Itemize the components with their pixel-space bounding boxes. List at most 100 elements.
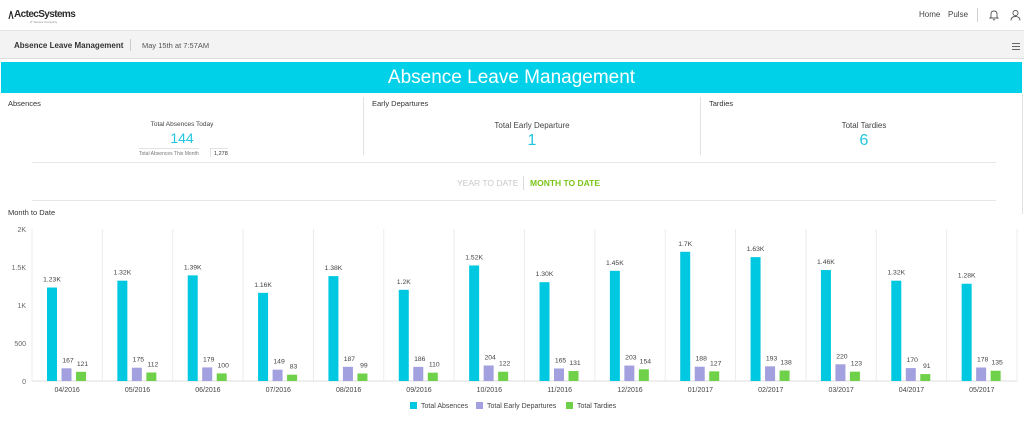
bar-total-absences bbox=[609, 270, 620, 381]
data-label: 83 bbox=[290, 364, 298, 371]
bar-total-tardies bbox=[357, 373, 368, 381]
legend-label: Total Tardies bbox=[577, 403, 617, 410]
bar-total-absences bbox=[750, 257, 761, 381]
data-label: 203 bbox=[625, 355, 637, 362]
data-label: 167 bbox=[62, 357, 74, 364]
tardies-panel: Tardies bbox=[701, 94, 1022, 160]
bar-total-absences bbox=[258, 292, 269, 381]
y-tick-label: 500 bbox=[14, 341, 26, 348]
x-tick-label: 11/2016 bbox=[547, 387, 572, 394]
legend-label: Total Early Departures bbox=[487, 403, 557, 410]
data-label: 186 bbox=[414, 356, 426, 363]
bar-total-early-departures bbox=[554, 368, 564, 381]
dashboard-timestamp: May 15th at 7:57AM bbox=[142, 41, 210, 50]
hamburger-menu-icon[interactable] bbox=[1012, 43, 1020, 50]
bar-total-tardies bbox=[427, 372, 438, 381]
data-label: 138 bbox=[780, 360, 792, 367]
nav-pulse-link[interactable]: Pulse bbox=[948, 10, 969, 19]
bell-icon[interactable] bbox=[989, 9, 999, 21]
logo-mark-icon bbox=[8, 10, 14, 20]
bar-total-absences bbox=[820, 270, 831, 381]
bar-total-early-departures bbox=[413, 366, 424, 381]
bar-total-tardies bbox=[990, 370, 1001, 381]
data-label: 178 bbox=[977, 356, 989, 363]
bar-total-early-departures bbox=[905, 368, 916, 381]
bar-total-tardies bbox=[146, 372, 157, 381]
data-label: 187 bbox=[344, 356, 356, 363]
bar-total-early-departures bbox=[131, 367, 142, 381]
data-label: 122 bbox=[499, 361, 511, 368]
data-label: 100 bbox=[218, 362, 230, 369]
early-departure-value: 1 bbox=[527, 132, 537, 149]
x-tick-label: 09/2016 bbox=[406, 387, 431, 394]
x-tick-label: 04/2016 bbox=[55, 387, 80, 394]
page-banner: Absence Leave Management bbox=[1, 62, 1022, 93]
bar-total-absences bbox=[398, 289, 409, 381]
data-label: 175 bbox=[133, 357, 145, 364]
nav-home-link[interactable]: Home bbox=[919, 10, 941, 19]
absences-month-value: 1,278 bbox=[210, 148, 228, 157]
data-label: 220 bbox=[836, 353, 848, 360]
bar-total-early-departures bbox=[202, 367, 213, 381]
logo-tagline: IT Service Company bbox=[30, 20, 58, 24]
data-label: 1.45K bbox=[606, 260, 624, 267]
bar-total-early-departures bbox=[61, 368, 72, 381]
data-label: 204 bbox=[484, 354, 496, 361]
data-label: 1.7K bbox=[678, 241, 692, 248]
absences-today-value: 144 bbox=[170, 130, 194, 146]
y-tick-label: 0 bbox=[22, 379, 26, 386]
bar-total-tardies bbox=[920, 374, 931, 381]
data-label: 121 bbox=[77, 361, 89, 368]
bar-total-absences bbox=[680, 251, 691, 381]
bar-total-tardies bbox=[287, 374, 298, 381]
data-label: 135 bbox=[991, 360, 1003, 367]
x-tick-label: 08/2016 bbox=[336, 387, 361, 394]
company-logo[interactable]: ActecSystems IT Service Company bbox=[6, 6, 76, 24]
nav-divider bbox=[977, 8, 978, 22]
top-navbar: ActecSystems IT Service Company Home Pul… bbox=[0, 0, 1024, 31]
month-to-date-toggle[interactable]: MONTH TO DATE bbox=[530, 178, 601, 188]
data-label: 1.28K bbox=[958, 273, 976, 280]
bar-total-absences bbox=[117, 280, 128, 381]
x-tick-label: 04/2017 bbox=[899, 387, 924, 394]
legend-swatch bbox=[476, 402, 483, 409]
bar-total-absences bbox=[539, 282, 550, 381]
early-departure-label: Total Early Departure bbox=[494, 121, 570, 130]
bar-total-tardies bbox=[216, 373, 227, 381]
early-departures-panel: Early Departures bbox=[364, 94, 700, 160]
absences-month-label: Total Absences This Month bbox=[139, 148, 199, 157]
dashboard-title: Absence Leave Management bbox=[14, 41, 124, 50]
bar-total-absences bbox=[187, 275, 198, 381]
bar-total-tardies bbox=[638, 369, 649, 381]
x-tick-label: 10/2016 bbox=[477, 387, 502, 394]
data-label: 1.32K bbox=[887, 270, 905, 277]
data-label: 149 bbox=[273, 359, 285, 366]
absences-section-title: Absences bbox=[8, 99, 41, 108]
toggle-divider bbox=[523, 176, 524, 190]
bar-total-early-departures bbox=[976, 367, 987, 381]
data-label: 1.63K bbox=[747, 246, 765, 253]
user-icon[interactable] bbox=[1010, 9, 1021, 21]
data-label: 1.32K bbox=[113, 270, 131, 277]
bar-total-early-departures bbox=[835, 364, 846, 381]
header-divider bbox=[130, 39, 131, 51]
tardies-section-title: Tardies bbox=[709, 99, 734, 108]
data-label: 123 bbox=[851, 361, 863, 368]
data-label: 99 bbox=[360, 362, 368, 369]
bar-total-tardies bbox=[779, 370, 790, 381]
bar-total-early-departures bbox=[765, 366, 776, 381]
year-to-date-toggle[interactable]: YEAR TO DATE bbox=[457, 178, 519, 188]
bar-total-absences bbox=[961, 283, 972, 381]
data-label: 112 bbox=[147, 361, 158, 368]
panel-edge bbox=[1022, 94, 1023, 214]
x-tick-label: 02/2017 bbox=[758, 387, 783, 394]
bar-total-tardies bbox=[498, 371, 509, 381]
panel-divider bbox=[700, 97, 701, 155]
data-label: 1.16K bbox=[254, 282, 272, 289]
absences-today-label: Total Absences Today bbox=[150, 121, 214, 128]
divider-line bbox=[32, 162, 996, 163]
data-label: 154 bbox=[640, 358, 652, 365]
early-section-title: Early Departures bbox=[372, 99, 429, 108]
data-label: 131 bbox=[569, 360, 581, 367]
